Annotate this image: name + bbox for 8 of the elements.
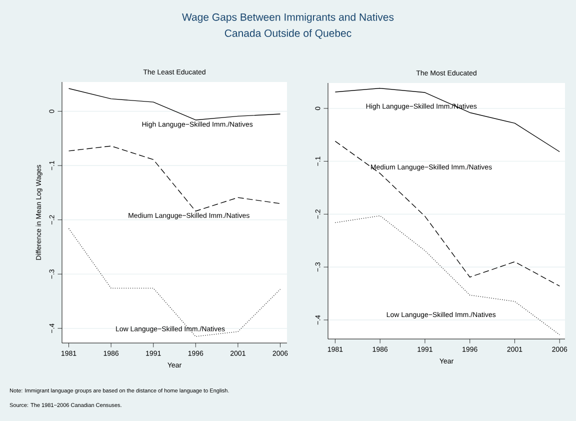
line-series [334, 140, 560, 286]
line-series [334, 88, 560, 152]
line-series [68, 228, 281, 337]
line-series [334, 215, 560, 336]
text: Canada Outside of Quebec [224, 29, 352, 39]
line-series [68, 146, 281, 212]
text: Wage Gaps Between Immigrants and Natives [182, 13, 394, 23]
line-series [68, 88, 281, 120]
